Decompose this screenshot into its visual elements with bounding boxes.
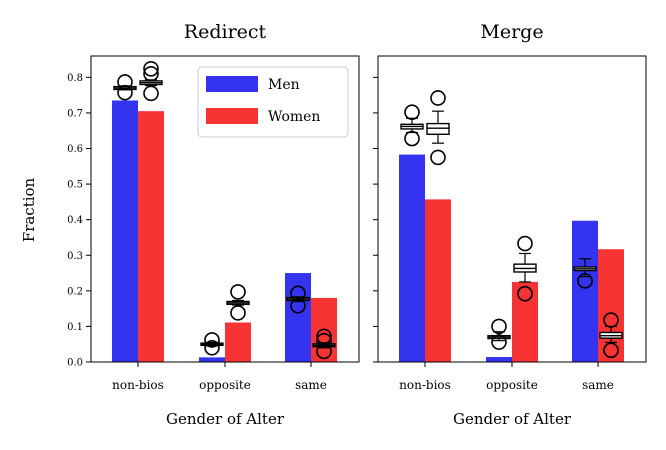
y-tick-label: 0.7	[67, 108, 83, 119]
y-axis-label: Fraction	[20, 177, 38, 242]
legend: Men Women	[197, 66, 349, 138]
outlier-point	[204, 332, 220, 348]
bar	[199, 357, 225, 362]
x-tick-label: non-bios	[399, 378, 451, 392]
outlier-point	[430, 149, 446, 166]
bar	[112, 100, 138, 362]
x-tick-label: opposite	[486, 378, 538, 392]
outlier-point	[316, 332, 332, 349]
panel-redirect: 0.0 0.1 0.2 0.3 0.4 0.5 0.6 0.7 0.8 non-bios oppos…	[67, 21, 360, 428]
x-tick-label: opposite	[199, 378, 251, 392]
legend-label: Women	[268, 109, 320, 125]
outlier-point	[230, 305, 246, 321]
outlier-point	[143, 61, 159, 77]
bar	[399, 154, 425, 362]
outlier-point	[204, 339, 220, 356]
x-tick-label: same	[582, 378, 614, 392]
y-tick-label: 0.6	[67, 144, 83, 155]
chart-panels: 0.0 0.1 0.2 0.3 0.4 0.5 0.6 0.7 0.8 non-bios oppos…	[67, 21, 647, 428]
outlier-point	[603, 312, 619, 328]
panel-title: Merge	[480, 21, 543, 43]
y-tick-label: 0.3	[67, 251, 83, 262]
bar	[512, 281, 538, 362]
outlier-point	[577, 273, 593, 289]
outlier-point	[517, 235, 533, 252]
panel-title: Redirect	[184, 21, 267, 43]
box	[426, 122, 450, 135]
x-tick-label: non-bios	[112, 378, 164, 392]
outlier-point	[143, 65, 159, 82]
outlier-point	[117, 84, 133, 101]
panel-merge: non-bios opposite same Merge Gender of Alter	[373, 21, 647, 428]
bar	[486, 357, 512, 362]
y-tick-label: 0.1	[67, 322, 83, 333]
bar	[225, 322, 251, 362]
x-axis-label: Gender of Alter	[453, 410, 572, 428]
x-tick-label: same	[295, 378, 327, 392]
outlier-point	[316, 328, 332, 345]
y-tick-label: 0.0	[67, 358, 83, 369]
outlier-point	[430, 90, 446, 106]
outlier-point	[316, 343, 332, 360]
outlier-point	[603, 342, 619, 359]
outlier-point	[230, 284, 246, 300]
y-tick-label: 0.5	[67, 180, 83, 191]
outlier-point	[404, 104, 420, 121]
y-tick-label: 0.8	[67, 73, 83, 84]
bar	[285, 273, 311, 362]
outlier-point	[143, 85, 159, 102]
legend-swatch	[206, 108, 258, 124]
bar	[598, 249, 624, 362]
x-axis-label: Gender of Alter	[166, 410, 285, 428]
outlier-point	[491, 334, 507, 350]
outlier-point	[117, 74, 133, 90]
bar	[138, 111, 164, 363]
legend-swatch	[206, 76, 258, 92]
y-tick-label: 0.4	[67, 215, 83, 226]
outlier-point	[290, 297, 306, 314]
legend-label: Men	[268, 77, 300, 93]
outlier-point	[517, 285, 533, 302]
bar	[425, 199, 451, 362]
outlier-point	[491, 318, 507, 335]
outlier-point	[404, 130, 420, 147]
outlier-point	[290, 285, 306, 302]
bar	[572, 220, 598, 362]
y-tick-label: 0.2	[67, 286, 83, 297]
